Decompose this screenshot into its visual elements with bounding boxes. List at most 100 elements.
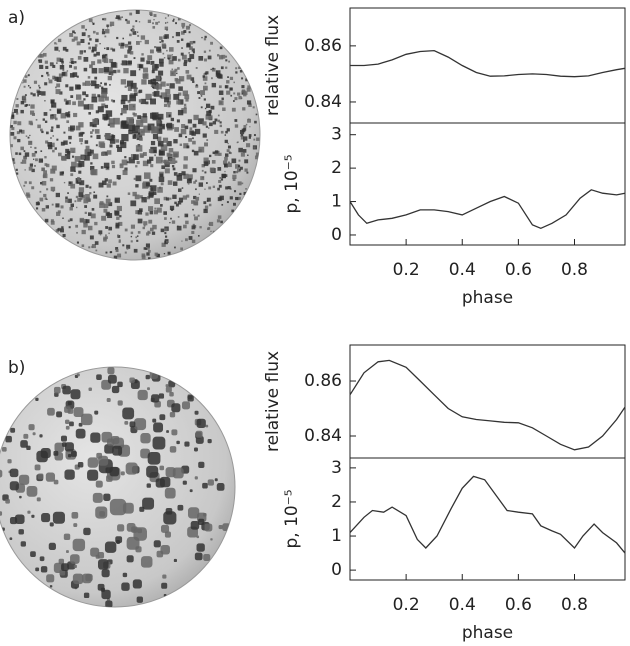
- spot: [136, 160, 140, 165]
- spot: [140, 433, 151, 444]
- spot: [81, 244, 85, 247]
- spot: [129, 51, 134, 55]
- spot: [81, 229, 86, 235]
- spot: [131, 28, 135, 33]
- spot: [194, 447, 198, 452]
- spot: [171, 403, 181, 413]
- spot: [76, 373, 80, 377]
- spot: [59, 91, 63, 95]
- spot: [98, 68, 104, 74]
- spot: [149, 185, 152, 188]
- spot: [157, 140, 164, 147]
- spot: [71, 155, 75, 158]
- spot: [193, 214, 196, 217]
- spot: [95, 506, 108, 519]
- spot: [97, 106, 104, 113]
- spot: [207, 227, 211, 230]
- spot: [137, 115, 142, 120]
- y-tick-label: 2: [331, 492, 342, 512]
- spot: [109, 138, 116, 144]
- spot: [133, 133, 136, 136]
- spot: [83, 154, 90, 161]
- spot: [150, 164, 154, 168]
- spot: [180, 247, 183, 251]
- spot: [88, 34, 90, 37]
- spot: [116, 144, 120, 149]
- spot: [130, 82, 137, 89]
- spot: [201, 169, 204, 172]
- spot: [162, 574, 167, 579]
- spot: [136, 119, 144, 127]
- spot: [138, 89, 143, 93]
- spot: [5, 499, 10, 504]
- spot: [178, 197, 184, 202]
- spot: [167, 251, 171, 255]
- spot: [204, 82, 207, 85]
- spot: [236, 141, 239, 144]
- spot: [28, 166, 33, 171]
- spot: [71, 450, 77, 457]
- spot: [181, 22, 186, 27]
- spot: [177, 17, 181, 21]
- spot: [207, 127, 210, 129]
- spot: [133, 88, 137, 92]
- spot: [183, 164, 188, 169]
- spot: [159, 173, 164, 177]
- spot: [97, 551, 105, 559]
- spot: [163, 511, 177, 525]
- spot: [103, 493, 111, 501]
- spot: [119, 164, 124, 169]
- spot: [230, 94, 233, 97]
- spot: [139, 195, 143, 199]
- spot: [69, 61, 71, 64]
- spot: [217, 119, 221, 123]
- spot: [69, 141, 72, 144]
- spot: [9, 537, 13, 541]
- spot: [172, 467, 184, 479]
- spot: [40, 448, 51, 459]
- spot: [185, 98, 189, 102]
- spot: [227, 145, 231, 149]
- spot: [121, 16, 123, 18]
- spot: [247, 85, 251, 89]
- spot: [170, 117, 175, 122]
- spot: [67, 198, 72, 203]
- spot: [210, 105, 215, 110]
- spot: [125, 462, 138, 475]
- spot: [145, 243, 150, 248]
- spot: [101, 151, 105, 156]
- spot: [101, 215, 107, 221]
- spot: [246, 100, 252, 105]
- spot: [115, 17, 117, 19]
- spot: [247, 118, 250, 121]
- spot: [159, 36, 163, 41]
- spot: [34, 165, 36, 167]
- spot: [66, 550, 69, 554]
- spot: [126, 20, 130, 24]
- spot: [185, 70, 190, 74]
- spot: [76, 231, 78, 234]
- spot: [239, 129, 245, 135]
- spot: [78, 422, 83, 427]
- spot: [13, 136, 17, 140]
- spot: [113, 117, 120, 125]
- spot: [132, 579, 142, 589]
- spot: [151, 231, 156, 235]
- spot: [70, 173, 74, 177]
- spot: [39, 197, 44, 202]
- spot: [20, 541, 26, 547]
- spot: [195, 84, 199, 88]
- spot: [58, 50, 60, 52]
- spot: [103, 151, 108, 156]
- spot: [160, 144, 168, 151]
- spot: [202, 75, 206, 78]
- spot: [210, 68, 212, 71]
- spot: [169, 412, 176, 418]
- spot: [169, 446, 177, 453]
- spot: [155, 76, 161, 81]
- spot: [124, 156, 127, 159]
- spot: [145, 247, 148, 250]
- spot: [177, 67, 180, 70]
- spot: [241, 77, 244, 80]
- spot: [140, 448, 150, 459]
